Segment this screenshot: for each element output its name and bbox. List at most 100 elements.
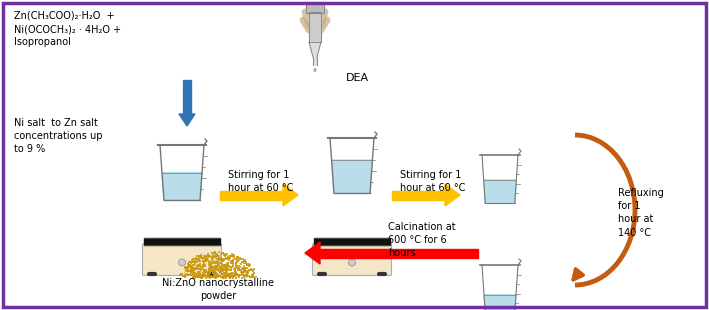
Point <box>205 267 216 272</box>
Text: Ni(OCOCH₃)₂ · 4H₂O +: Ni(OCOCH₃)₂ · 4H₂O + <box>14 24 121 34</box>
Point <box>202 270 213 275</box>
Point <box>240 269 252 274</box>
Point <box>220 263 232 268</box>
Point <box>236 272 247 277</box>
Point <box>188 258 199 263</box>
Point <box>238 266 249 271</box>
Point <box>198 268 209 273</box>
Point <box>189 268 200 273</box>
Point <box>232 255 243 260</box>
Point <box>203 267 215 272</box>
Point <box>228 254 239 259</box>
Point <box>236 272 247 277</box>
Point <box>230 270 242 275</box>
Point <box>222 263 233 268</box>
Point <box>247 268 259 273</box>
Point <box>194 270 205 275</box>
Point <box>205 255 216 259</box>
Point <box>205 273 216 278</box>
Point <box>206 260 217 265</box>
Point <box>186 273 198 278</box>
Point <box>206 265 218 270</box>
Point <box>236 260 247 265</box>
Point <box>225 260 236 265</box>
Point <box>233 274 245 279</box>
Point <box>203 259 215 263</box>
Point <box>201 255 212 259</box>
Point <box>203 266 214 271</box>
Point <box>197 275 208 280</box>
Point <box>238 267 250 272</box>
Point <box>208 254 220 259</box>
Point <box>225 253 237 258</box>
Point <box>239 259 250 263</box>
Point <box>186 273 198 278</box>
Point <box>219 262 230 267</box>
Point <box>226 255 238 259</box>
Point <box>187 270 199 275</box>
Point <box>184 262 196 267</box>
Point <box>230 263 242 268</box>
Point <box>208 261 220 266</box>
Point <box>219 253 230 258</box>
Point <box>225 252 237 257</box>
Polygon shape <box>484 180 516 203</box>
Point <box>197 258 208 263</box>
Point <box>213 266 225 271</box>
Point <box>227 264 238 269</box>
Point <box>186 268 197 273</box>
Point <box>197 271 208 276</box>
Point <box>205 257 216 262</box>
Point <box>213 264 224 268</box>
Point <box>247 272 258 277</box>
Point <box>204 259 216 264</box>
Point <box>211 255 222 260</box>
Point <box>221 271 233 276</box>
Point <box>219 268 230 273</box>
Point <box>240 273 252 278</box>
Point <box>184 260 196 265</box>
Point <box>184 262 196 267</box>
Point <box>225 275 236 280</box>
Point <box>218 270 230 275</box>
Point <box>206 274 218 279</box>
Polygon shape <box>220 191 283 200</box>
Point <box>230 260 242 265</box>
Point <box>240 273 251 278</box>
Point <box>194 255 206 260</box>
Point <box>189 257 200 262</box>
Point <box>199 253 210 258</box>
Point <box>186 269 197 274</box>
Point <box>189 266 200 271</box>
Point <box>212 268 223 273</box>
Point <box>212 267 223 272</box>
Point <box>215 257 226 262</box>
Point <box>216 255 227 260</box>
Point <box>247 272 259 277</box>
Point <box>192 275 203 280</box>
Point <box>208 272 219 277</box>
Polygon shape <box>482 265 518 310</box>
Point <box>204 271 216 276</box>
Point <box>191 260 203 265</box>
Point <box>195 272 206 277</box>
Point <box>179 272 190 277</box>
Point <box>179 274 191 279</box>
Point <box>232 274 243 279</box>
Point <box>205 264 216 269</box>
Point <box>241 273 252 278</box>
Point <box>182 265 193 270</box>
Point <box>190 273 201 278</box>
Point <box>223 255 235 260</box>
Point <box>226 260 238 265</box>
Point <box>179 268 191 273</box>
Point <box>194 256 205 261</box>
Point <box>199 255 211 260</box>
Point <box>204 269 216 274</box>
Point <box>186 260 197 265</box>
Point <box>186 258 197 263</box>
Point <box>187 267 199 272</box>
Point <box>208 269 220 274</box>
Point <box>211 266 222 271</box>
Point <box>217 275 228 280</box>
